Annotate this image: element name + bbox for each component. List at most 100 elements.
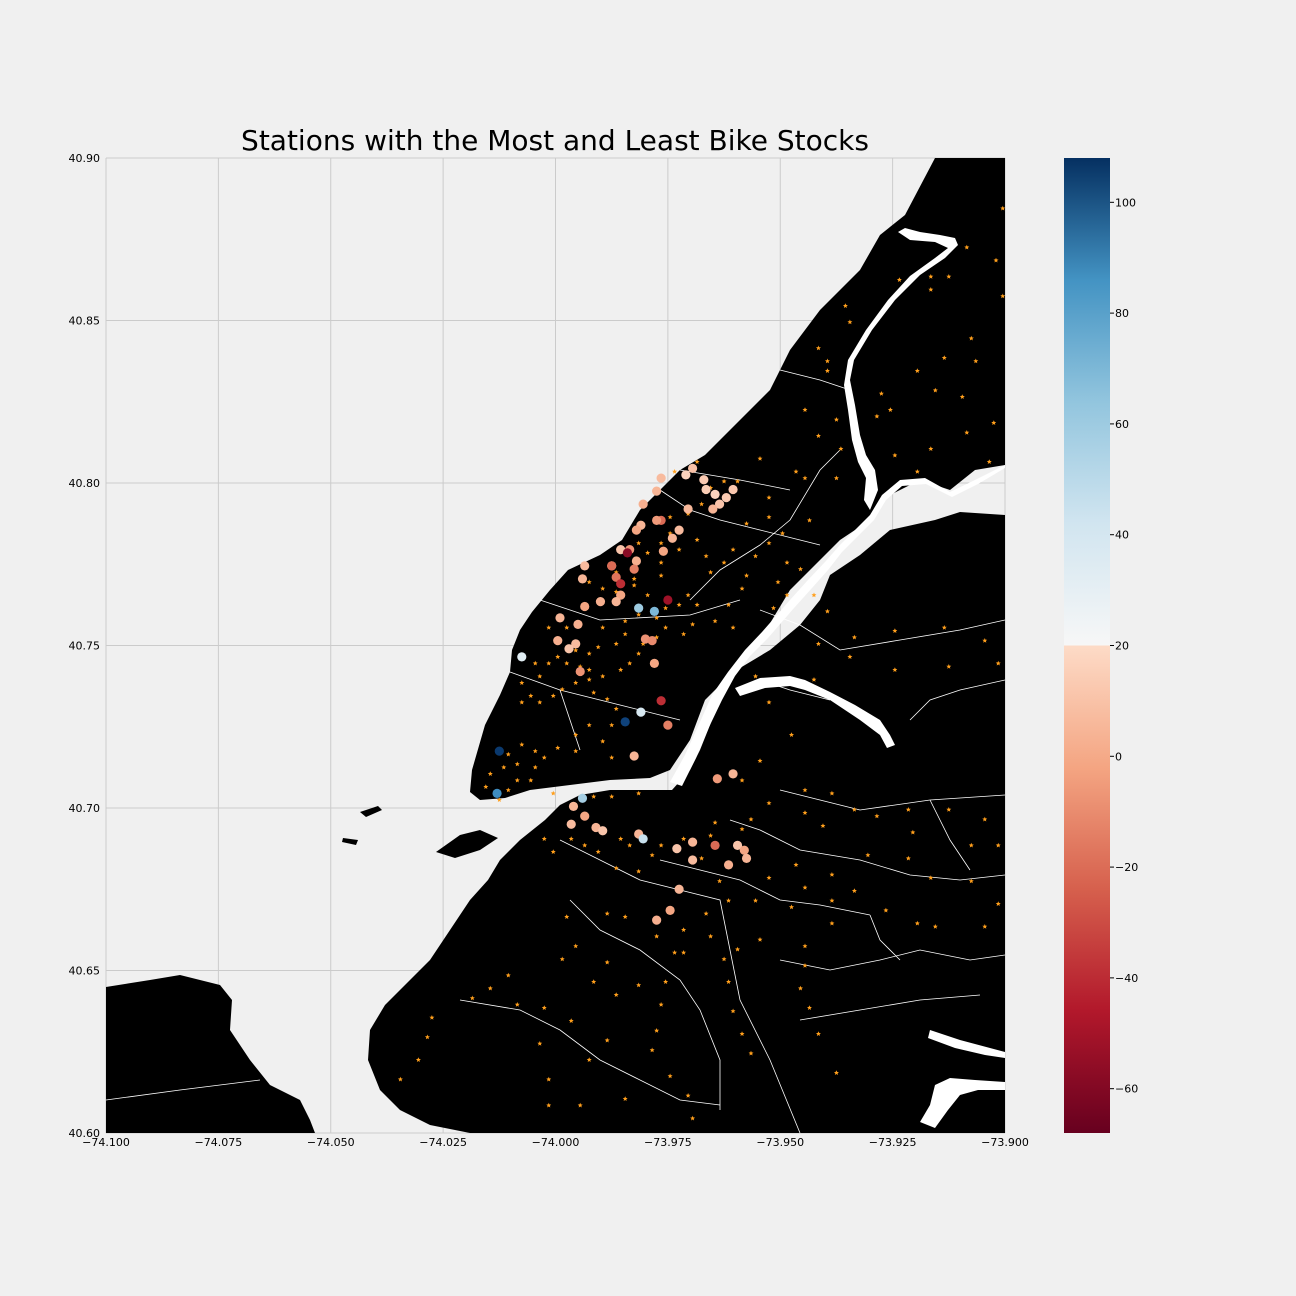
y-tick-labels: 40.60 40.65 40.70 40.75 40.80 40.85 40.90: [69, 152, 101, 1140]
station-star: [896, 277, 902, 282]
station-star: [658, 573, 664, 578]
y-tick-label: 40.75: [69, 640, 101, 653]
station-star: [555, 745, 561, 750]
station-star: [672, 469, 678, 474]
station-star: [928, 875, 934, 880]
stock-point: [658, 546, 668, 556]
station-star: [784, 560, 790, 565]
stock-point: [739, 845, 749, 855]
x-tick-label: −74.025: [419, 1136, 467, 1149]
station-star: [613, 865, 619, 871]
station-star: [645, 592, 651, 598]
station-star: [708, 833, 714, 838]
station-star: [694, 459, 700, 464]
station-star: [973, 358, 979, 364]
stock-point: [652, 515, 662, 525]
station-star: [568, 1018, 574, 1023]
station-star: [667, 514, 673, 520]
liberty-island: [342, 838, 358, 845]
station-star: [559, 686, 565, 692]
station-star: [766, 875, 772, 880]
station-star: [550, 849, 556, 854]
x-tick-label: −73.950: [756, 1136, 804, 1149]
station-star: [744, 573, 749, 578]
station-star: [546, 1076, 552, 1082]
harlem-river: [844, 228, 958, 510]
station-star: [865, 852, 871, 858]
station-star: [766, 495, 772, 500]
stock-point: [683, 504, 693, 514]
station-star: [609, 794, 615, 799]
station-star: [586, 667, 592, 672]
station-star: [739, 777, 745, 783]
station-star: [982, 816, 988, 822]
station-star: [627, 842, 633, 848]
stock-point: [656, 473, 666, 483]
station-star: [892, 628, 898, 633]
stock-point: [687, 855, 698, 865]
station-star: [703, 553, 709, 559]
station-star: [550, 693, 556, 698]
station-star: [995, 842, 1001, 848]
stock-point: [631, 525, 642, 535]
stock-point: [681, 470, 691, 480]
stock-point: [575, 666, 585, 677]
stock-point: [667, 533, 677, 543]
x-tick-label: −73.975: [644, 1136, 692, 1149]
station-star: [982, 638, 988, 643]
station-star: [914, 368, 920, 373]
station-star: [604, 911, 610, 916]
station-star: [600, 586, 606, 591]
station-star: [730, 547, 736, 552]
y-tick-label: 40.80: [69, 477, 101, 490]
stock-point: [595, 597, 606, 607]
station-star: [968, 878, 974, 884]
station-star: [658, 560, 664, 565]
station-star: [663, 605, 669, 611]
station-star: [914, 920, 920, 926]
stock-point: [674, 525, 684, 535]
station-star: [766, 699, 772, 705]
station-star: [946, 664, 952, 669]
station-star: [708, 933, 714, 939]
station-star: [928, 274, 934, 279]
stock-point: [674, 884, 684, 894]
governors-island: [436, 830, 498, 858]
station-star: [807, 517, 812, 523]
station-star: [928, 287, 934, 292]
station-star: [519, 742, 525, 747]
station-star: [613, 706, 619, 711]
neighborhood-borders: [106, 369, 1005, 1133]
stock-point: [699, 475, 709, 485]
station-star: [730, 625, 736, 630]
station-star: [690, 1115, 696, 1121]
station-star: [658, 1002, 664, 1007]
station-star: [995, 660, 1001, 666]
station-star: [834, 1070, 839, 1075]
station-star: [883, 907, 889, 913]
station-star: [658, 540, 664, 546]
stock-point: [649, 658, 659, 668]
station-star: [555, 654, 561, 659]
station-star: [681, 950, 687, 955]
stock-point: [687, 463, 698, 473]
stock-point: [672, 844, 682, 854]
stock-point: [652, 486, 662, 496]
station-star: [528, 777, 534, 783]
station-star: [528, 693, 534, 698]
station-star: [685, 1093, 691, 1098]
station-star: [811, 592, 817, 598]
station-star: [654, 933, 660, 939]
station-star: [793, 469, 799, 474]
stock-point: [634, 603, 644, 613]
station-star: [537, 1041, 543, 1046]
station-star: [757, 456, 763, 461]
station-star: [541, 836, 547, 841]
station-star: [887, 407, 893, 412]
station-star: [613, 992, 619, 997]
stock-point: [631, 556, 642, 566]
station-star: [649, 852, 655, 858]
station-star: [946, 807, 952, 812]
y-tick-label: 40.65: [69, 965, 101, 978]
station-star: [712, 618, 718, 624]
